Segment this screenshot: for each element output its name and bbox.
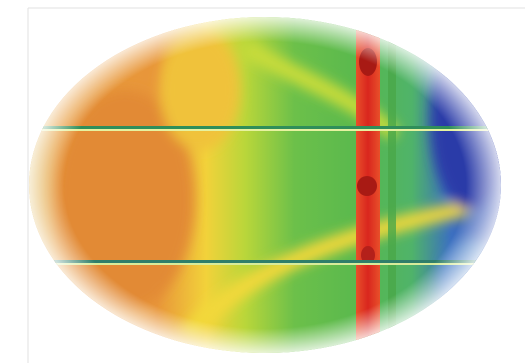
heat-map	[29, 17, 501, 353]
